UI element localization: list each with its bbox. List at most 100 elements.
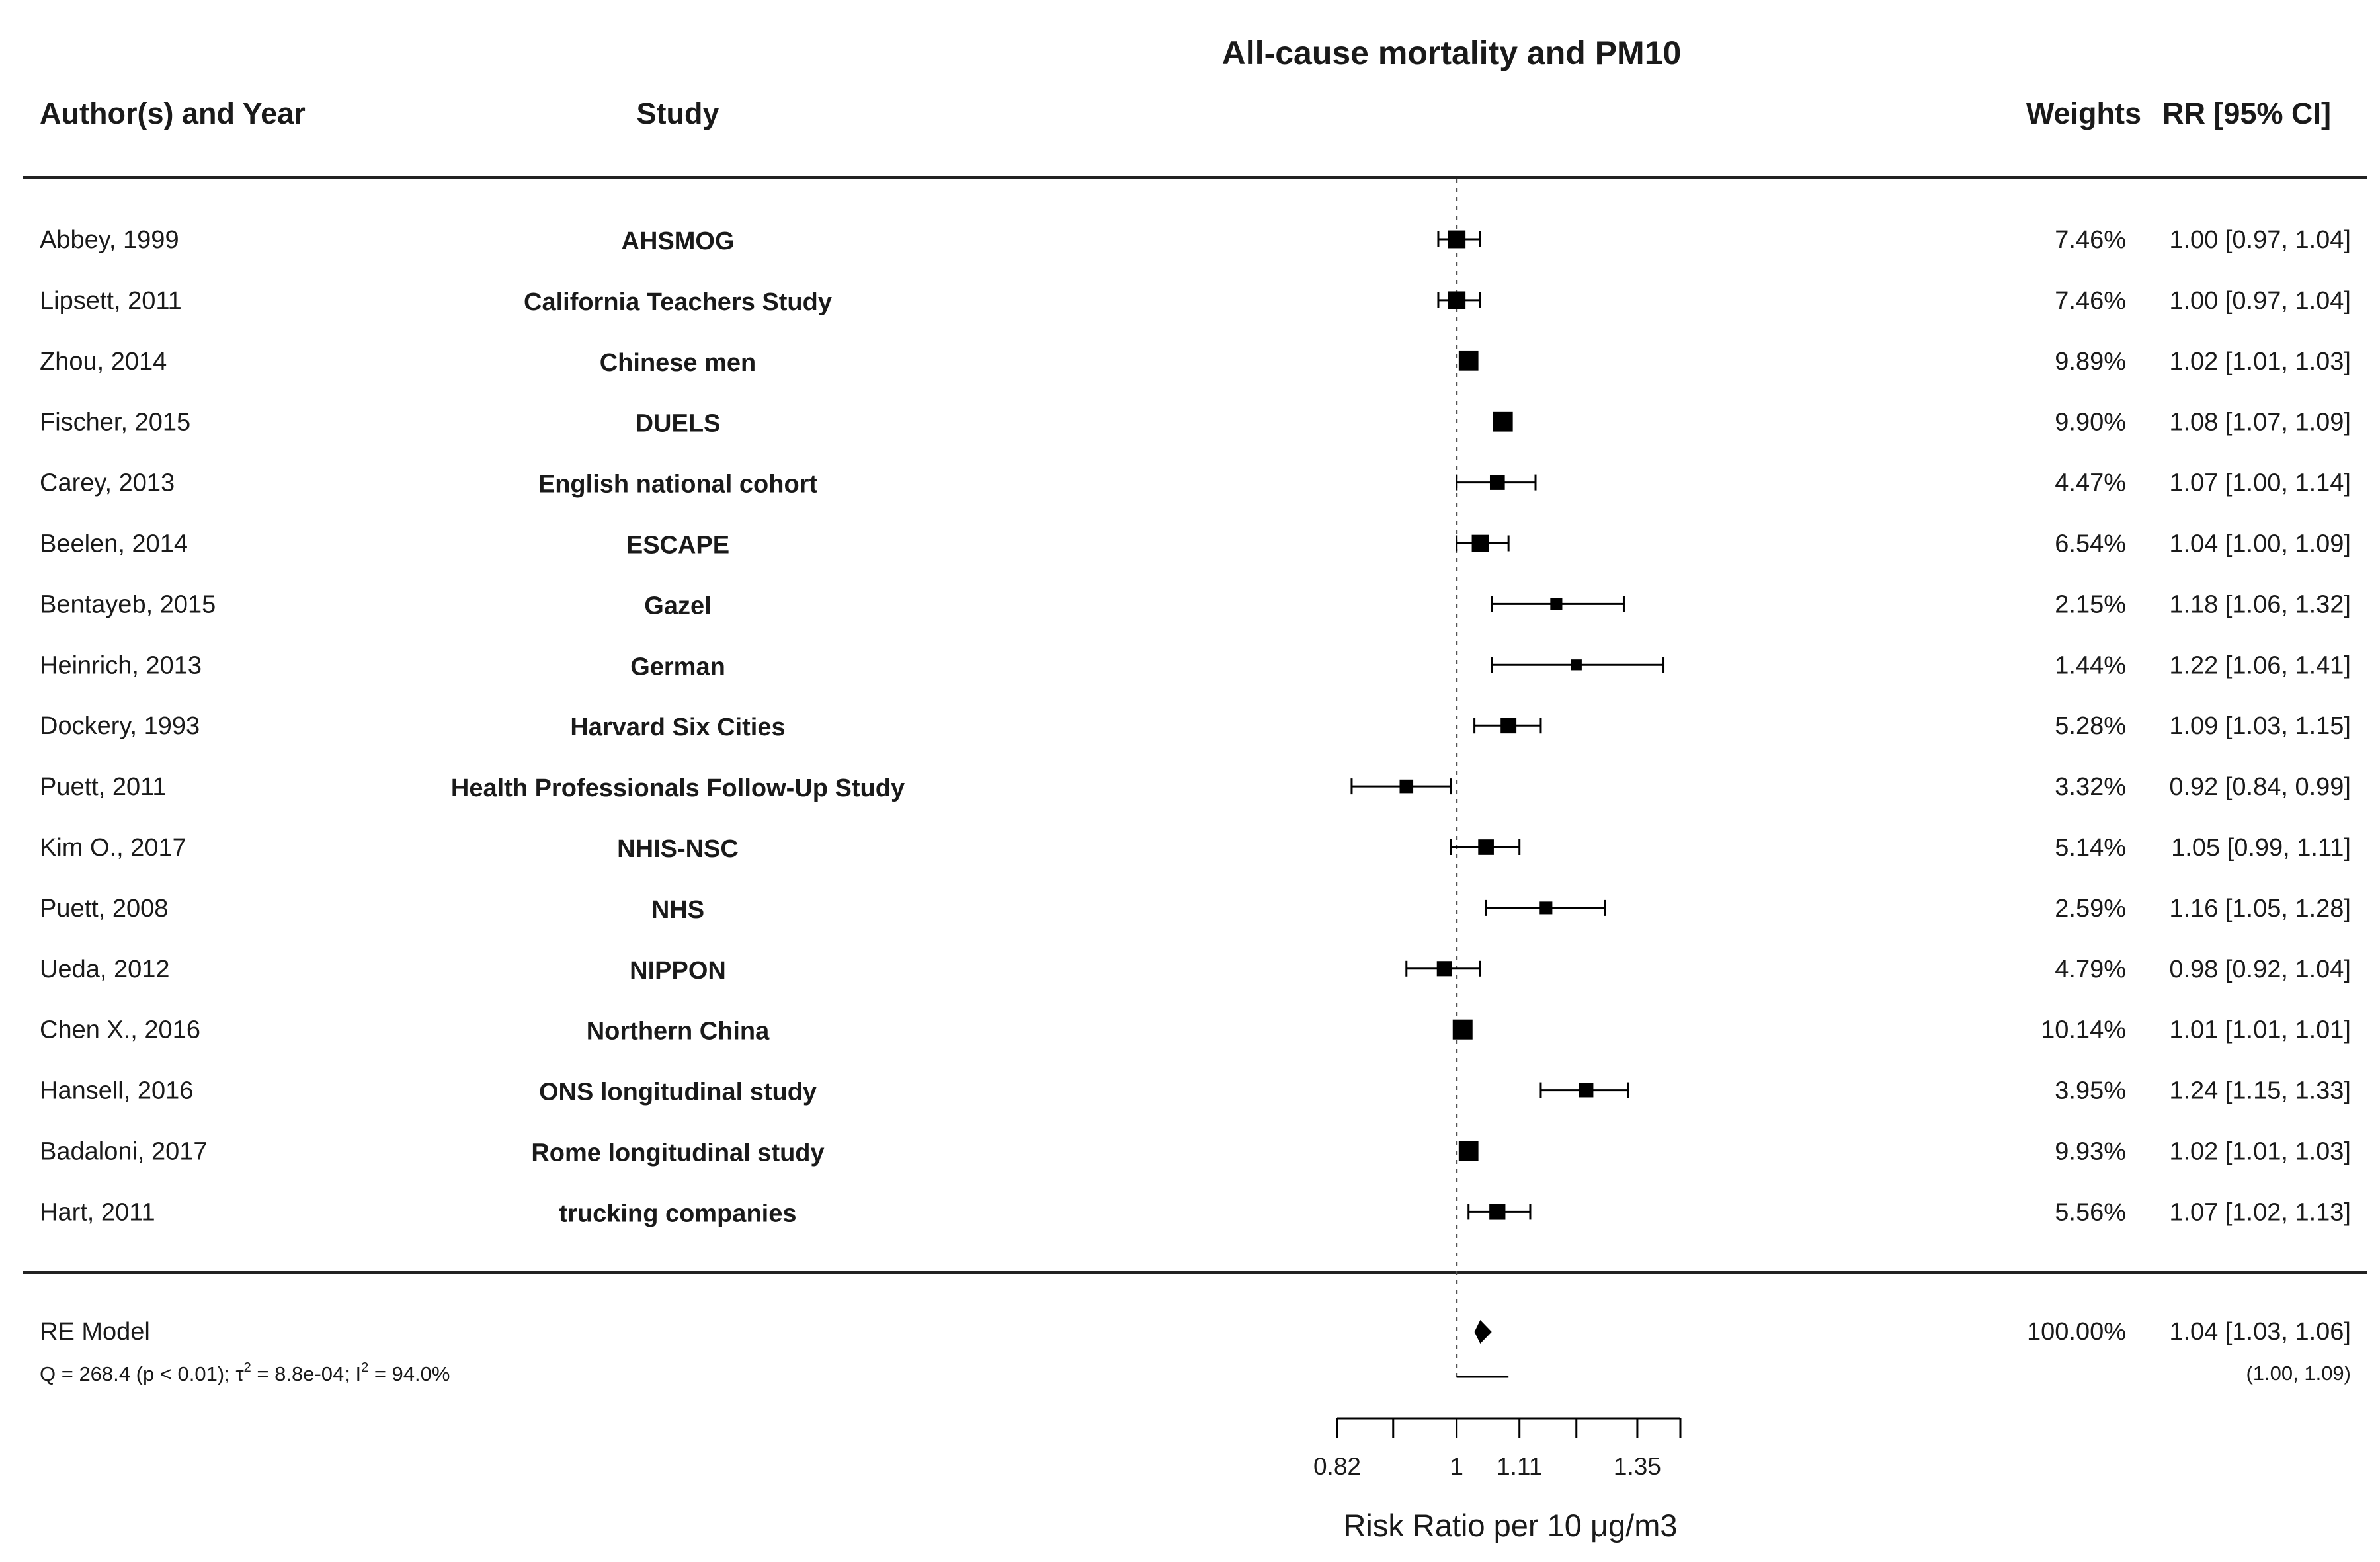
study-rr: 1.02 [1.01, 1.03]: [2169, 1138, 2351, 1166]
study-weight: 2.59%: [2055, 895, 2126, 923]
x-tick-label: 1.35: [1614, 1453, 1661, 1480]
study-author: Carey, 2013: [40, 470, 175, 497]
study-name: AHSMOG: [622, 227, 735, 255]
study-weight: 3.32%: [2055, 773, 2126, 801]
study-weight: 9.90%: [2055, 409, 2126, 436]
study-name: NHS: [651, 896, 704, 924]
study-rr: 1.08 [1.07, 1.09]: [2169, 409, 2351, 436]
summary-row: RE Model Q = 268.4 (p < 0.01); τ2 = 8.8e…: [40, 1318, 2351, 1385]
i-exponent: 2: [361, 1360, 368, 1375]
point-estimate-marker: [1458, 350, 1479, 371]
study-rr: 0.92 [0.84, 0.99]: [2169, 773, 2351, 801]
study-weight: 7.46%: [2055, 287, 2126, 315]
study-author: Heinrich, 2013: [40, 651, 202, 679]
heterogeneity-stats: Q = 268.4 (p < 0.01); τ2 = 8.8e-04; I2 =…: [40, 1360, 450, 1385]
study-weight: 10.14%: [2041, 1016, 2126, 1044]
tau-exponent: 2: [244, 1360, 251, 1375]
study-author: Chen X., 2016: [40, 1016, 200, 1044]
point-estimate-marker: [1448, 291, 1466, 309]
study-row: Heinrich, 2013 German 1.44% 1.22 [1.06, 1.4…: [40, 651, 2351, 680]
chart-title: All-cause mortality and PM10: [1222, 34, 1682, 71]
x-tick-label: 1.11: [1497, 1453, 1542, 1480]
study-author: Beelen, 2014: [40, 530, 188, 558]
study-rr: 1.16 [1.05, 1.28]: [2169, 895, 2351, 923]
study-row: Bentayeb, 2015 Gazel 2.15% 1.18 [1.06, 1.32…: [40, 591, 2351, 620]
study-rr: 1.00 [0.97, 1.04]: [2169, 226, 2351, 254]
point-estimate-marker: [1500, 718, 1517, 734]
point-estimate-marker: [1489, 1204, 1506, 1220]
study-author: Dockery, 1993: [40, 712, 200, 740]
study-row: Ueda, 2012 NIPPON 4.79% 0.98 [0.92, 1.04]: [40, 956, 2351, 985]
column-header-weights: Weights: [2026, 97, 2141, 130]
study-row: Fischer, 2015 DUELS 9.90% 1.08 [1.07, 1.09]: [40, 409, 2351, 438]
study-rr: 1.00 [0.97, 1.04]: [2169, 287, 2351, 315]
study-weight: 7.46%: [2055, 226, 2126, 254]
study-name: DUELS: [636, 410, 721, 438]
study-weight: 5.14%: [2055, 834, 2126, 862]
study-rr: 1.24 [1.15, 1.33]: [2169, 1077, 2351, 1105]
study-name: trucking companies: [559, 1200, 797, 1227]
study-row: Dockery, 1993 Harvard Six Cities 5.28% 1.09…: [40, 712, 2351, 741]
study-author: Badaloni, 2017: [40, 1138, 208, 1166]
study-author: Bentayeb, 2015: [40, 591, 216, 618]
study-name: ONS longitudinal study: [539, 1079, 817, 1106]
study-name: German: [630, 653, 725, 680]
study-author: Ueda, 2012: [40, 956, 170, 983]
study-row: Puett, 2011 Health Professionals Follow-U…: [40, 773, 2351, 802]
study-name: NHIS-NSC: [617, 835, 739, 863]
column-header-study: Study: [636, 97, 719, 130]
column-header-rr: RR [95% CI]: [2162, 97, 2331, 130]
study-rr: 1.09 [1.03, 1.15]: [2169, 712, 2351, 740]
study-rr: 1.02 [1.01, 1.03]: [2169, 348, 2351, 376]
point-estimate-marker: [1436, 961, 1452, 977]
study-author: Puett, 2011: [40, 773, 167, 801]
study-name: English national cohort: [538, 471, 818, 499]
point-estimate-marker: [1452, 1019, 1473, 1040]
study-row: Zhou, 2014 Chinese men 9.89% 1.02 [1.01, 1.…: [40, 348, 2351, 377]
study-rows: Abbey, 1999 AHSMOG 7.46% 1.00 [0.97, 1.04]L…: [40, 226, 2351, 1227]
point-estimate-marker: [1489, 475, 1505, 490]
point-estimate-marker: [1399, 779, 1414, 794]
study-row: Kim O., 2017 NHIS-NSC 5.14% 1.05 [0.99, 1.1…: [40, 834, 2351, 863]
study-row: Hansell, 2016 ONS longitudinal study 3.95%…: [40, 1077, 2351, 1106]
study-name: Health Professionals Follow-Up Study: [451, 774, 905, 802]
point-estimate-marker: [1471, 534, 1489, 552]
study-rr: 1.07 [1.00, 1.14]: [2169, 470, 2351, 497]
study-rr: 1.04 [1.00, 1.09]: [2169, 530, 2351, 558]
x-tick-label: 1: [1450, 1453, 1463, 1480]
study-row: Beelen, 2014 ESCAPE 6.54% 1.04 [1.00, 1.09]: [40, 530, 2351, 559]
point-estimate-marker: [1550, 598, 1563, 610]
study-name: NIPPON: [630, 957, 726, 985]
study-weight: 3.95%: [2055, 1077, 2126, 1105]
heterogeneity-i: = 94.0%: [368, 1362, 450, 1385]
x-axis-label: Risk Ratio per 10 μg/m3: [1343, 1508, 1677, 1543]
column-header-author: Author(s) and Year: [40, 97, 306, 130]
study-rr: 0.98 [0.92, 1.04]: [2169, 956, 2351, 983]
study-weight: 4.79%: [2055, 956, 2126, 983]
study-author: Zhou, 2014: [40, 348, 167, 376]
summary-weight: 100.00%: [2027, 1318, 2126, 1346]
study-row: Chen X., 2016 Northern China 10.14% 1.01 [1…: [40, 1016, 2351, 1046]
x-tick-label: 0.82: [1313, 1453, 1361, 1480]
point-estimate-marker: [1579, 1083, 1594, 1098]
study-author: Lipsett, 2011: [40, 287, 182, 315]
study-rr: 1.01 [1.01, 1.01]: [2169, 1016, 2351, 1044]
study-row: Puett, 2008 NHS 2.59% 1.16 [1.05, 1.28]: [40, 895, 2351, 924]
summary-rr: 1.04 [1.03, 1.06]: [2169, 1318, 2351, 1346]
study-row: Lipsett, 2011 California Teachers Study 7.…: [40, 287, 2351, 316]
point-estimate-marker: [1478, 839, 1494, 855]
study-name: Northern China: [587, 1018, 770, 1046]
study-name: Chinese men: [600, 349, 757, 377]
point-estimate-marker: [1458, 1141, 1479, 1161]
point-estimate-marker: [1493, 411, 1513, 432]
prediction-interval-label: (1.00, 1.09): [2246, 1362, 2351, 1385]
study-row: Badaloni, 2017 Rome longitudinal study 9.9…: [40, 1138, 2351, 1167]
summary-diamond: [1474, 1320, 1492, 1344]
study-author: Kim O., 2017: [40, 834, 186, 862]
study-row: Carey, 2013 English national cohort 4.47% 1…: [40, 470, 2351, 499]
study-name: Gazel: [644, 592, 711, 620]
study-weight: 4.47%: [2055, 470, 2126, 497]
study-author: Abbey, 1999: [40, 226, 179, 254]
heterogeneity-q: Q = 268.4 (p < 0.01); τ: [40, 1362, 244, 1385]
